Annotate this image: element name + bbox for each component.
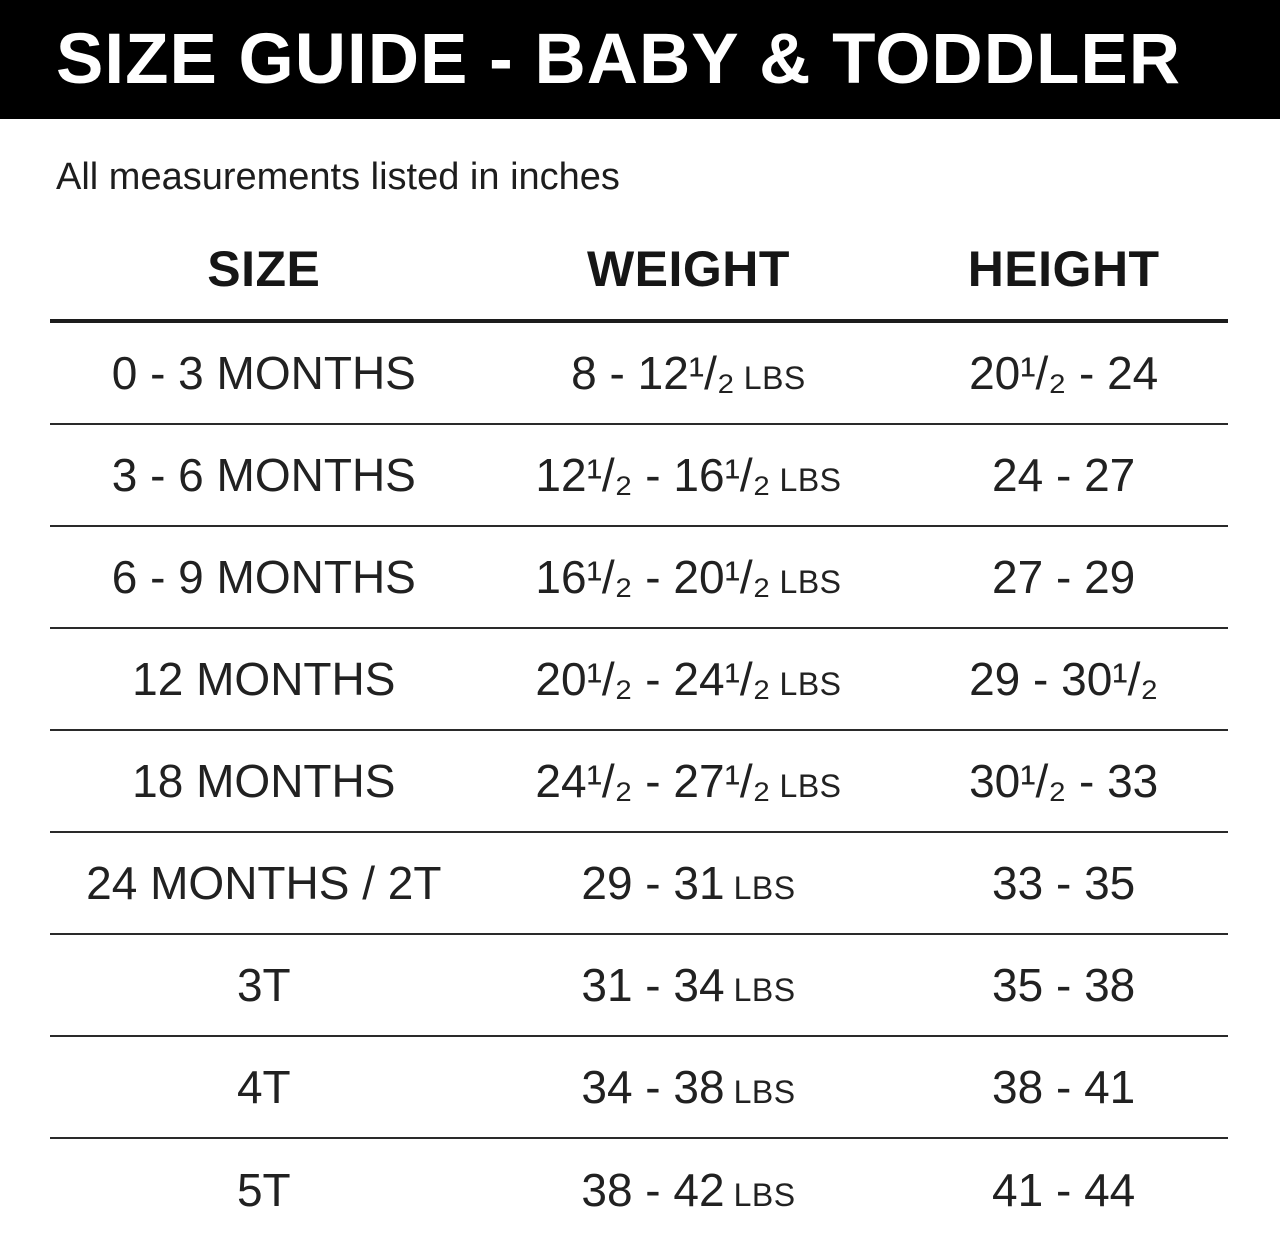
- height-cell: 24 - 27: [992, 449, 1136, 501]
- size-cell: 4T: [236, 1061, 291, 1113]
- weight-cell: 29 - 31 LBS: [478, 856, 900, 910]
- weight-cell: 12¹/₂ - 16¹/₂ LBS: [478, 448, 900, 502]
- weight-unit: LBS: [779, 564, 842, 600]
- size-cell: 18 MONTHS: [132, 755, 396, 807]
- weight-cell: 20¹/₂ - 24¹/₂ LBS: [478, 652, 900, 706]
- height-cell: 30¹/₂ - 33: [969, 755, 1159, 807]
- size-cell: 0 - 3 MONTHS: [111, 347, 416, 399]
- weight-unit: LBS: [733, 972, 796, 1008]
- table-row: 24 MONTHS / 2T 29 - 31 LBS 33 - 35: [50, 833, 1228, 935]
- weight-value: 29 - 31: [581, 857, 725, 909]
- weight-unit: LBS: [779, 462, 842, 498]
- size-cell: 24 MONTHS / 2T: [86, 857, 442, 909]
- height-cell: 20¹/₂ - 24: [969, 347, 1159, 399]
- table-row: 3T 31 - 34 LBS 35 - 38: [50, 935, 1228, 1037]
- table-row: 0 - 3 MONTHS 8 - 12¹/₂ LBS 20¹/₂ - 24: [50, 323, 1228, 425]
- column-header-size: SIZE: [207, 241, 321, 297]
- weight-unit: LBS: [733, 870, 796, 906]
- weight-unit: LBS: [733, 1177, 796, 1213]
- table-header-row: SIZE WEIGHT HEIGHT: [50, 241, 1228, 323]
- weight-unit: LBS: [779, 666, 842, 702]
- height-cell: 38 - 41: [992, 1061, 1136, 1113]
- weight-cell: 8 - 12¹/₂ LBS: [478, 346, 900, 400]
- weight-value: 24¹/₂ - 27¹/₂: [535, 755, 771, 807]
- table-row: 5T 38 - 42 LBS 41 - 44: [50, 1139, 1228, 1241]
- weight-value: 16¹/₂ - 20¹/₂: [535, 551, 771, 603]
- size-cell: 3 - 6 MONTHS: [111, 449, 416, 501]
- height-cell: 33 - 35: [992, 857, 1136, 909]
- weight-value: 8 - 12¹/₂: [571, 347, 735, 399]
- table-row: 18 MONTHS 24¹/₂ - 27¹/₂ LBS 30¹/₂ - 33: [50, 731, 1228, 833]
- weight-cell: 24¹/₂ - 27¹/₂ LBS: [478, 754, 900, 808]
- height-cell: 29 - 30¹/₂: [969, 653, 1159, 705]
- weight-cell: 38 - 42 LBS: [478, 1163, 900, 1217]
- weight-value: 38 - 42: [581, 1164, 725, 1216]
- table-row: 6 - 9 MONTHS 16¹/₂ - 20¹/₂ LBS 27 - 29: [50, 527, 1228, 629]
- column-header-weight: WEIGHT: [586, 241, 790, 297]
- height-cell: 35 - 38: [992, 959, 1136, 1011]
- weight-value: 12¹/₂ - 16¹/₂: [535, 449, 771, 501]
- measurements-note: All measurements listed in inches: [56, 156, 620, 198]
- weight-unit: LBS: [743, 360, 806, 396]
- weight-unit: LBS: [733, 1074, 796, 1110]
- size-cell: 6 - 9 MONTHS: [111, 551, 416, 603]
- size-cell: 3T: [236, 959, 291, 1011]
- weight-cell: 16¹/₂ - 20¹/₂ LBS: [478, 550, 900, 604]
- table-row: 3 - 6 MONTHS 12¹/₂ - 16¹/₂ LBS 24 - 27: [50, 425, 1228, 527]
- size-cell: 12 MONTHS: [132, 653, 396, 705]
- weight-unit: LBS: [779, 768, 842, 804]
- column-header-height: HEIGHT: [967, 241, 1160, 297]
- size-table: SIZE WEIGHT HEIGHT 0 - 3 MONTHS 8 - 12¹/₂…: [50, 241, 1228, 1241]
- table-body: 0 - 3 MONTHS 8 - 12¹/₂ LBS 20¹/₂ - 24 3 - 6 …: [50, 323, 1228, 1241]
- weight-cell: 31 - 34 LBS: [478, 958, 900, 1012]
- weight-value: 20¹/₂ - 24¹/₂: [535, 653, 771, 705]
- height-cell: 27 - 29: [992, 551, 1136, 603]
- page-title: SIZE GUIDE - BABY & TODDLER: [56, 20, 1181, 99]
- height-cell: 41 - 44: [992, 1164, 1136, 1216]
- table-row: 12 MONTHS 20¹/₂ - 24¹/₂ LBS 29 - 30¹/₂: [50, 629, 1228, 731]
- title-bar: SIZE GUIDE - BABY & TODDLER: [0, 0, 1280, 119]
- table-row: 4T 34 - 38 LBS 38 - 41: [50, 1037, 1228, 1139]
- weight-value: 31 - 34: [581, 959, 725, 1011]
- size-cell: 5T: [236, 1164, 291, 1216]
- weight-cell: 34 - 38 LBS: [478, 1060, 900, 1114]
- weight-value: 34 - 38: [581, 1061, 725, 1113]
